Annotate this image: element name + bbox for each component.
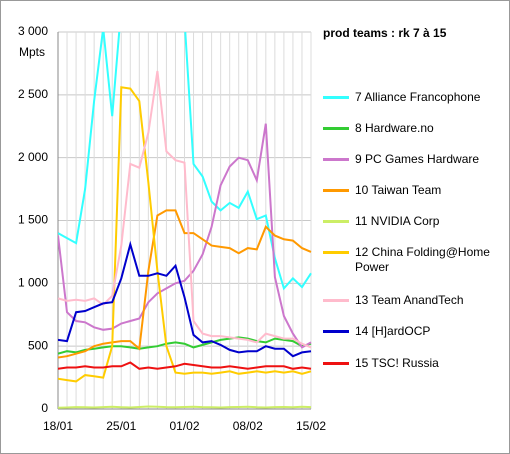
series-line — [58, 405, 312, 409]
legend-swatch — [323, 299, 349, 302]
legend-swatch — [323, 362, 349, 365]
y-tick-label: 2 500 — [18, 87, 48, 101]
series-line — [58, 86, 312, 383]
legend-label: 10 Taiwan Team — [355, 183, 442, 197]
y-tick-label: 1 000 — [18, 276, 48, 290]
series-line — [58, 70, 312, 349]
series-line — [58, 336, 312, 355]
chart-title: prod teams : rk 7 à 15 — [323, 26, 447, 40]
x-tick-label: 15/02 — [296, 419, 326, 433]
y-tick-label: 2 000 — [18, 150, 48, 164]
legend-swatch — [323, 330, 349, 333]
legend-label: 11 NVIDIA Corp — [355, 214, 440, 228]
legend-label: 7 Alliance Francophone — [355, 90, 481, 104]
legend-swatch — [323, 220, 349, 223]
series-line — [58, 240, 312, 358]
y-tick-label: 500 — [28, 338, 48, 352]
legend-label: 12 China Folding@Home Power — [355, 245, 490, 274]
series-line — [58, 123, 312, 349]
legend-label: 8 Hardware.no — [355, 121, 434, 135]
y-axis-label: Mpts — [19, 45, 45, 59]
legend-swatch — [323, 251, 349, 254]
legend-label: 13 Team AnandTech — [355, 293, 464, 307]
legend-label: 15 TSC! Russia — [355, 356, 439, 370]
legend-label: 14 [H]ardOCP — [355, 324, 431, 338]
y-tick-label: 0 — [41, 401, 48, 415]
legend-label: 9 PC Games Hardware — [355, 152, 480, 166]
x-tick-label: 25/01 — [106, 419, 136, 433]
y-tick-label: 3 000 — [18, 24, 48, 38]
legend-swatch — [323, 96, 349, 99]
legend-swatch — [323, 158, 349, 161]
legend-swatch — [323, 127, 349, 130]
x-tick-label: 18/01 — [43, 419, 73, 433]
legend-swatch — [323, 189, 349, 192]
x-tick-label: 01/02 — [169, 419, 199, 433]
y-tick-label: 1 500 — [18, 213, 48, 227]
series-line — [58, 209, 312, 359]
series-line — [58, 361, 312, 370]
x-tick-label: 08/02 — [233, 419, 263, 433]
